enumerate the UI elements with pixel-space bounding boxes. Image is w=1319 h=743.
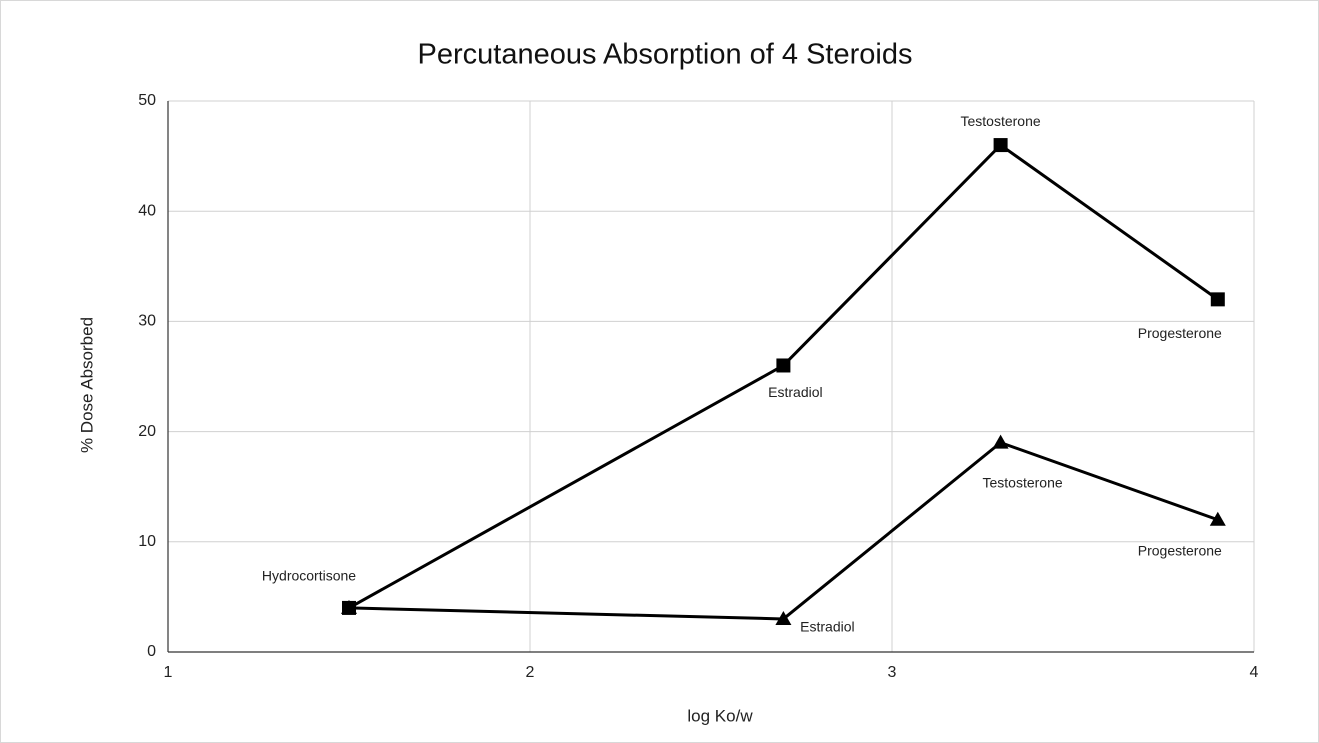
series-line [348,143,1219,610]
y-tick-label: 50 [138,92,156,109]
marker [776,358,791,373]
y-tick-label: 20 [138,423,156,440]
marker [341,599,357,614]
marker [1210,292,1225,307]
point-label: Progesterone [1138,542,1222,558]
x-tick-label: 2 [526,664,535,681]
point-label: Hydrocortisone [262,568,356,584]
y-tick-label: 10 [138,533,156,550]
x-tick-label: 1 [164,664,173,681]
point-label: Estradiol [768,384,822,400]
y-axis-title: % Dose Absorbed [77,317,96,453]
point-label: Estradiol [800,619,854,635]
point-label: Progesterone [1138,325,1222,341]
marker [993,138,1008,153]
marker [992,434,1009,449]
y-tick-label: 0 [147,643,156,660]
chart-title: Percutaneous Absorption of 4 Steroids [418,39,913,71]
marker [1209,511,1226,526]
marker [775,610,792,625]
point-label: Testosterone [961,113,1041,129]
y-tick-label: 40 [138,202,156,219]
x-axis-title: log Ko/w [687,706,753,725]
y-tick-label: 30 [138,313,156,330]
x-tick-label: 3 [888,664,897,681]
series-line [348,441,1219,621]
point-label: Testosterone [983,474,1063,490]
x-tick-label: 4 [1250,664,1259,681]
